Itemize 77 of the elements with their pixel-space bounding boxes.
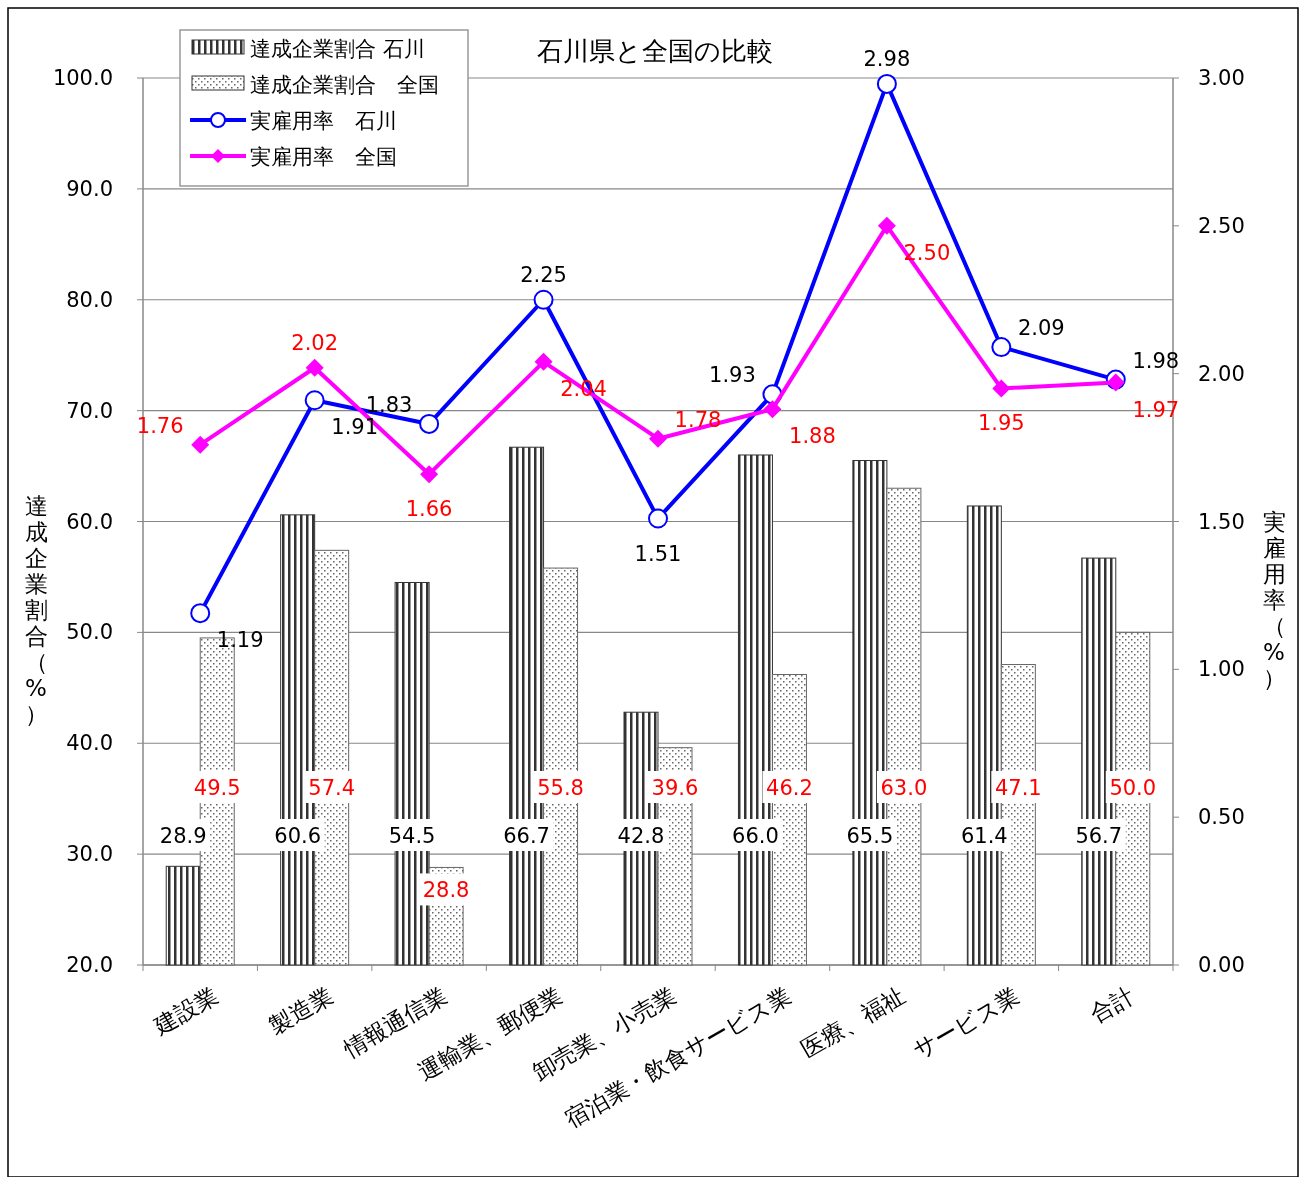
point: [876, 73, 897, 94]
y2-tick-label: 2.50: [1198, 213, 1245, 238]
data-label: 1.66: [405, 497, 453, 522]
data-label: 47.1: [994, 776, 1042, 800]
data-label: 46.2: [766, 776, 813, 800]
y2-axis-title: 実雇用率（%）: [1262, 509, 1286, 691]
data-label: 1.97: [1132, 397, 1180, 422]
point: [191, 435, 210, 454]
data-label: 2.25: [520, 262, 567, 287]
legend-label: 実雇用率 全国: [250, 145, 397, 169]
y-tick-label: 100.0: [52, 66, 113, 90]
data-label: 2.98: [863, 46, 911, 71]
point: [533, 289, 554, 310]
y2-tick-label: 1.50: [1198, 509, 1245, 534]
data-label: 54.5: [388, 824, 436, 848]
data-label: 1.76: [136, 413, 184, 438]
point: [190, 603, 211, 624]
data-label: 39.6: [651, 776, 699, 800]
data-label: 57.4: [308, 776, 356, 800]
point: [992, 379, 1011, 398]
point: [648, 508, 668, 529]
data-label: 1.93: [709, 363, 756, 388]
point: [305, 358, 324, 377]
data-label: 1.95: [977, 411, 1025, 436]
point: [534, 352, 553, 371]
text: 達成企業割合（%）: [24, 493, 48, 727]
point: [991, 337, 1012, 358]
data-label: 1.88: [789, 424, 836, 449]
legend-label: 達成企業割合 石川: [250, 37, 425, 61]
data-label: 1.78: [674, 407, 722, 432]
y-tick-label: 70.0: [66, 398, 113, 423]
y-tick-label: 20.0: [66, 953, 113, 977]
data-label: 61.4: [960, 824, 1008, 848]
x-tick-label: サービス業: [908, 981, 1024, 1064]
y2-tick-label: 2.00: [1198, 361, 1245, 386]
data-label: 65.5: [846, 824, 894, 848]
point: [877, 216, 896, 235]
y-tick-label: 50.0: [66, 620, 113, 645]
point: [649, 429, 667, 448]
chart-title: 石川県と全国の比較: [537, 36, 773, 66]
point: [763, 400, 782, 419]
point: [419, 413, 440, 434]
data-label: 2.02: [291, 330, 339, 355]
data-label: 1.98: [1132, 348, 1180, 373]
data-label: 1.51: [634, 541, 682, 566]
y-tick-label: 60.0: [66, 509, 113, 534]
x-tick-label: 医療、福祉: [796, 981, 910, 1062]
data-label: 1.19: [216, 628, 264, 653]
data-label: 66.7: [503, 824, 550, 848]
point: [304, 390, 325, 411]
data-label: 63.0: [880, 776, 928, 800]
y-tick-label: 40.0: [66, 731, 113, 756]
x-tick-label: 製造業: [264, 981, 338, 1039]
data-label: 2.09: [1017, 316, 1065, 341]
y-tick-label: 90.0: [66, 176, 113, 201]
data-label: 49.5: [193, 776, 241, 800]
data-label: 42.8: [617, 824, 665, 848]
legend-label: 実雇用率 石川: [250, 109, 397, 133]
data-label: 60.6: [274, 824, 322, 848]
point: [420, 465, 439, 484]
legend-label: 達成企業割合 全国: [250, 73, 439, 97]
y2-tick-label: 1.00: [1198, 657, 1245, 682]
data-label: 28.9: [159, 824, 207, 848]
data-label: 55.8: [537, 776, 584, 800]
y2-tick-label: 3.00: [1198, 66, 1245, 90]
y-tick-label: 30.0: [66, 842, 113, 867]
y2-tick-label: 0.00: [1198, 953, 1245, 977]
data-label: 28.8: [422, 878, 470, 903]
x-tick-label: 合計: [1085, 981, 1139, 1028]
data-label: 1.83: [365, 392, 413, 417]
data-label: 66.0: [732, 824, 779, 848]
data-label: 1.91: [331, 415, 379, 440]
data-label: 50.0: [1109, 776, 1157, 800]
x-tick-label: 建設業: [149, 981, 223, 1040]
y-tick-label: 80.0: [66, 287, 113, 312]
data-label: 56.7: [1075, 824, 1123, 848]
y2-tick-label: 0.50: [1198, 805, 1245, 830]
